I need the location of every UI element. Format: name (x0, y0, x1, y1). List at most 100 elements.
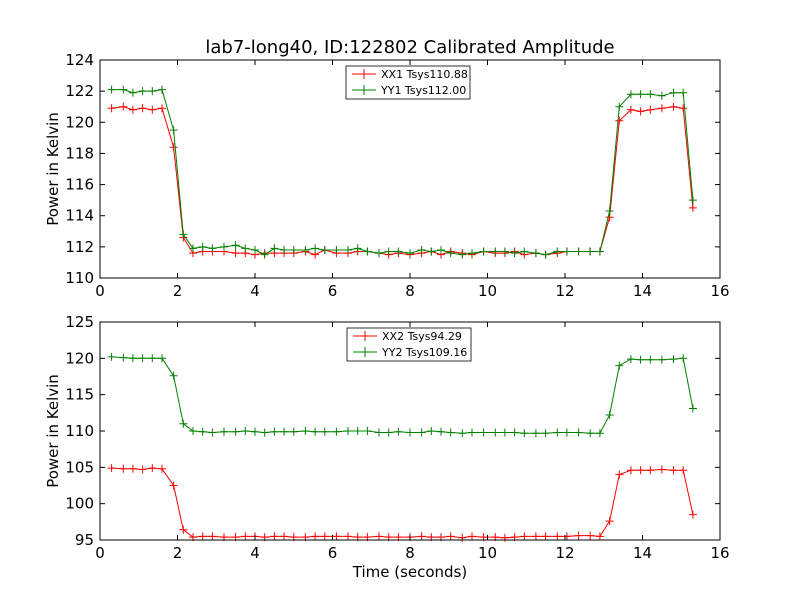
legend-label-yy1: YY1 Tsys112.00 (380, 84, 466, 97)
top-data-point (417, 246, 426, 254)
legend-marker-xx2 (360, 331, 370, 341)
bottom-data-point (406, 428, 414, 437)
bottom-data-point (553, 428, 562, 437)
bottom-data-point (688, 510, 697, 519)
bottom-data-point (344, 532, 352, 541)
top-data-point (280, 246, 289, 254)
bottom-y-tick-label: 120 (65, 349, 94, 367)
top-data-point (446, 249, 455, 258)
top-y-tick-label: 110 (65, 269, 94, 287)
bottom-data-point (289, 427, 298, 436)
top-data-point (479, 247, 488, 256)
bottom-data-point (179, 525, 188, 534)
top-data-point (208, 244, 217, 253)
top-data-point (148, 87, 157, 96)
bottom-data-point (636, 466, 645, 475)
top-data-point (468, 249, 476, 258)
top-data-point (179, 230, 188, 239)
bottom-data-point (541, 429, 550, 438)
top-y-tick-label: 122 (65, 82, 94, 100)
bottom-data-point (669, 355, 678, 364)
bottom-data-point (179, 419, 188, 428)
bottom-data-point (353, 427, 362, 435)
top-data-point (491, 247, 500, 256)
top-data-point (148, 105, 157, 114)
bottom-data-point (679, 466, 688, 475)
bottom-legend: XX2 Tsys94.29 YY2 Tsys109.16 (346, 327, 472, 362)
top-data-point (615, 102, 624, 111)
bottom-y-tick-label: 95 (75, 531, 94, 549)
top-x-tick-label: 16 (710, 282, 729, 300)
bottom-data-point (417, 428, 426, 437)
bottom-data-point (158, 354, 166, 363)
bottom-data-point (615, 470, 624, 479)
top-legend: XX1 Tsys110.88 YY1 Tsys112.00 (345, 65, 471, 100)
top-data-point (562, 247, 571, 256)
top-data-point (636, 90, 645, 99)
top-x-tick-label: 6 (328, 282, 338, 300)
top-x-tick-label: 14 (633, 282, 652, 300)
top-data-point (427, 247, 436, 256)
top-data-point (332, 246, 341, 254)
bottom-data-point (586, 429, 595, 438)
top-y-tick-label: 118 (65, 144, 94, 162)
bottom-data-point (479, 428, 488, 437)
top-x-tick-label: 8 (405, 282, 415, 300)
top-data-point (138, 87, 147, 96)
bottom-data-point (553, 532, 562, 541)
bottom-data-point (446, 428, 455, 437)
top-y-tick-label: 120 (65, 113, 94, 131)
bottom-data-point (574, 428, 583, 437)
top-data-point (289, 246, 298, 254)
bottom-data-point (595, 532, 604, 541)
legend-label-yy2: YY2 Tsys109.16 (381, 346, 467, 359)
bottom-data-point (562, 532, 571, 541)
top-data-point (270, 244, 279, 253)
top-data-point (605, 207, 614, 215)
bottom-x-tick-label: 14 (633, 544, 652, 562)
top-data-point (657, 91, 666, 100)
top-data-point (553, 247, 562, 256)
bottom-data-point (531, 429, 540, 438)
bottom-legend-box (346, 327, 472, 362)
bottom-data-point (657, 355, 666, 364)
bottom-data-point (437, 427, 445, 436)
top-series-layer (107, 85, 697, 259)
bottom-data-point (394, 427, 403, 436)
top-data-point (107, 104, 116, 113)
top-data-point (198, 242, 207, 251)
top-data-point (231, 249, 240, 258)
bottom-y-tick-label: 125 (65, 313, 94, 331)
top-data-point (169, 126, 178, 135)
bottom-data-point (148, 464, 157, 473)
bottom-y-tick-label: 115 (65, 386, 94, 404)
bottom-data-point (198, 427, 207, 436)
bottom-data-point (375, 532, 383, 541)
bottom-data-point (363, 427, 372, 435)
bottom-ticks-layer: 0 2 4 6 8 10 12 14 16 95 100 105 110 115 120 125 (65, 313, 729, 562)
bottom-data-point (595, 429, 604, 438)
top-data-point (510, 249, 519, 258)
bottom-data-point (138, 465, 147, 474)
top-data-point (158, 104, 166, 113)
bottom-data-point (260, 428, 269, 437)
bottom-data-point (107, 464, 116, 473)
bottom-x-tick-label: 0 (95, 544, 105, 562)
top-data-point (375, 249, 383, 258)
bottom-subplot: 0 2 4 6 8 10 12 14 16 95 100 105 110 115 120 125 Power … (44, 313, 730, 581)
bottom-data-point (138, 354, 147, 363)
top-x-tick-label: 2 (173, 282, 183, 300)
top-data-point (669, 88, 678, 97)
bottom-data-point (500, 428, 509, 437)
top-data-point (158, 85, 166, 94)
top-data-point (669, 102, 678, 111)
top-data-point (119, 85, 128, 94)
bottom-data-point (417, 532, 426, 541)
top-legend-box (345, 65, 471, 100)
bottom-data-point (541, 532, 550, 541)
bottom-data-point (241, 427, 250, 435)
bottom-data-point (531, 532, 540, 541)
bottom-data-point (231, 427, 240, 436)
top-data-point (320, 246, 329, 254)
bottom-x-tick-label: 12 (555, 544, 574, 562)
